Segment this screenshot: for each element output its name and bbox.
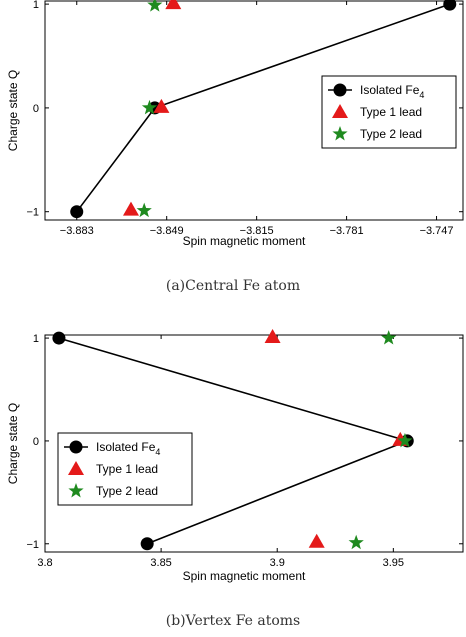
- legend-label: Isolated Fe4: [96, 440, 160, 457]
- x-tick-label: 3.95: [383, 557, 404, 569]
- x-tick-label: 3.8: [37, 557, 52, 569]
- data-point: [122, 201, 139, 216]
- data-point: [308, 533, 325, 548]
- data-point: [381, 330, 397, 345]
- y-tick-label: 0: [33, 436, 39, 448]
- legend-marker: [68, 461, 84, 475]
- y-tick-label: −1: [26, 207, 39, 219]
- legend-label: Isolated Fe4: [360, 83, 424, 100]
- x-axis-label: Spin magnetic moment: [183, 234, 306, 248]
- y-tick-label: 1: [33, 0, 39, 11]
- figure-caption: (a)Central Fe atom: [166, 278, 300, 294]
- data-point: [136, 202, 152, 218]
- data-point: [165, 0, 182, 10]
- legend: Isolated Fe4 Type 1 lead Type 2 lead: [321, 75, 457, 149]
- data-point: [264, 329, 281, 344]
- data-point: [348, 534, 364, 550]
- legend-marker: [69, 440, 83, 454]
- chart-2: 3.8 3.85 3.9 3.95 −1 0 1 Spin magnetic moment Ch…: [6, 329, 464, 629]
- y-tick-label: −1: [26, 539, 39, 551]
- data-point: [397, 432, 413, 448]
- legend-marker: [68, 483, 84, 498]
- plot-frame: [44, 334, 464, 553]
- y-tick-label: 1: [33, 333, 39, 345]
- legend-marker: [332, 104, 348, 118]
- y-axis-label: Charge state Q: [6, 403, 20, 484]
- x-tick-label: −3.883: [60, 225, 94, 237]
- legend-label: Type 1 lead: [360, 105, 422, 119]
- data-point: [140, 537, 154, 551]
- data-point: [443, 0, 457, 11]
- legend: Isolated Fe4 Type 1 lead Type 2 lead: [57, 432, 193, 506]
- y-tick-label: 0: [33, 103, 39, 115]
- legend-marker: [333, 83, 347, 97]
- y-axis-label: Charge state Q: [6, 70, 20, 151]
- legend-label: Type 1 lead: [96, 462, 158, 476]
- figure-caption: (b)Vertex Fe atoms: [166, 613, 301, 629]
- series-triangle: [264, 329, 409, 548]
- x-axis-label: Spin magnetic moment: [183, 569, 306, 583]
- data-point: [52, 331, 66, 345]
- x-tick-label: −3.747: [420, 225, 454, 237]
- data-point: [70, 205, 84, 219]
- plot-frame: [44, 0, 464, 221]
- data-point: [147, 0, 163, 12]
- chart-1: −3.883 −3.849 −3.815 −3.781 −3.747 −1 0 1 Spin m…: [6, 0, 464, 294]
- data-point: [141, 99, 158, 115]
- series-triangle: [122, 0, 182, 216]
- series-star: [136, 0, 163, 218]
- data-point: [153, 98, 170, 113]
- legend-label: Type 2 lead: [360, 127, 422, 141]
- x-tick-label: −3.781: [330, 225, 364, 237]
- legend-label: Type 2 lead: [96, 484, 158, 498]
- legend-marker: [332, 126, 348, 141]
- series-star: [348, 330, 413, 550]
- x-tick-label: 3.9: [270, 557, 285, 569]
- x-tick-label: −3.815: [240, 225, 274, 237]
- x-tick-label: −3.849: [150, 225, 184, 237]
- x-tick-label: 3.85: [150, 557, 171, 569]
